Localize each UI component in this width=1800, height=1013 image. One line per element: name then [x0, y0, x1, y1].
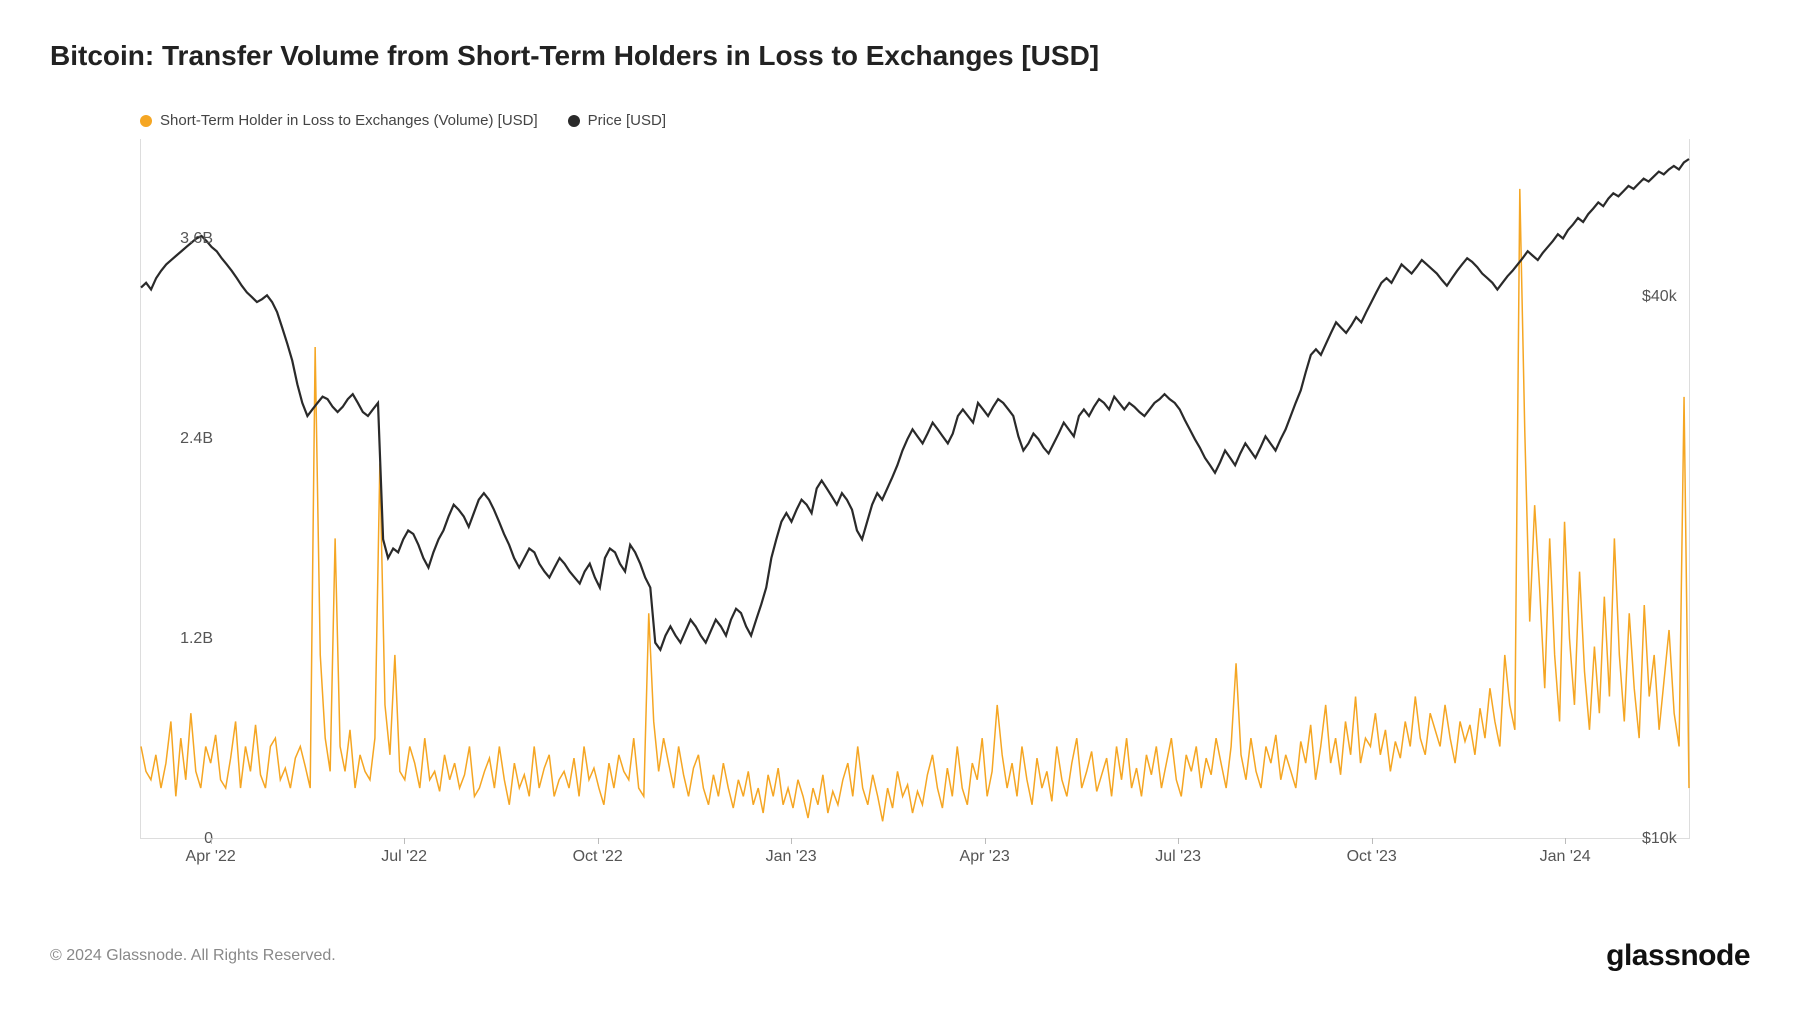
footer: © 2024 Glassnode. All Rights Reserved. g… — [50, 939, 1750, 973]
y-left-tick: 3.6B — [180, 230, 221, 248]
y-left-tick: 1.2B — [180, 630, 221, 648]
copyright-text: © 2024 Glassnode. All Rights Reserved. — [50, 947, 336, 965]
legend-label-volume: Short-Term Holder in Loss to Exchanges (… — [160, 112, 538, 129]
x-tick-mark — [211, 838, 212, 844]
legend: Short-Term Holder in Loss to Exchanges (… — [140, 112, 1750, 129]
legend-item-price: Price [USD] — [568, 112, 666, 129]
y-right-tick: $40k — [1634, 288, 1677, 306]
x-tick-mark — [404, 838, 405, 844]
chart-area: 01.2B2.4B3.6B$10k$40kApr '22Jul '22Oct '… — [50, 139, 1750, 879]
x-tick-mark — [985, 838, 986, 844]
plot-svg — [141, 139, 1689, 838]
x-tick-mark — [1372, 838, 1373, 844]
x-tick-mark — [1178, 838, 1179, 844]
chart-title: Bitcoin: Transfer Volume from Short-Term… — [50, 40, 1750, 72]
legend-dot-volume — [140, 115, 152, 127]
x-tick-mark — [598, 838, 599, 844]
legend-dot-price — [568, 115, 580, 127]
y-left-tick: 2.4B — [180, 430, 221, 448]
x-tick-mark — [1565, 838, 1566, 844]
plot-area: 01.2B2.4B3.6B$10k$40kApr '22Jul '22Oct '… — [140, 139, 1690, 839]
brand-logo: glassnode — [1606, 939, 1750, 973]
y-right-tick: $10k — [1634, 830, 1677, 848]
legend-item-volume: Short-Term Holder in Loss to Exchanges (… — [140, 112, 538, 129]
legend-label-price: Price [USD] — [588, 112, 666, 129]
x-tick-mark — [791, 838, 792, 844]
